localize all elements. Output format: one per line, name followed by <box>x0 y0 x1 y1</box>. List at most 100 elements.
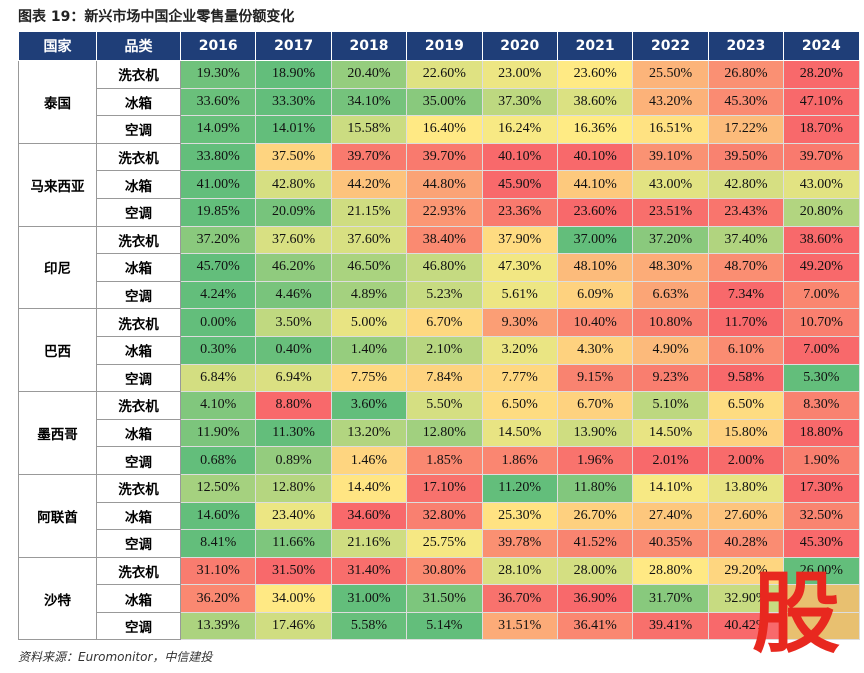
value-cell: 5.00% <box>330 308 408 337</box>
value-cell: 48.70% <box>707 253 785 282</box>
country-cell: 印尼 <box>18 225 97 310</box>
value-cell: 20.09% <box>255 197 332 227</box>
value-cell: 43.00% <box>783 170 860 199</box>
value-cell: 16.40% <box>406 115 483 144</box>
value-cell: 6.94% <box>255 363 332 393</box>
value-cell: 10.80% <box>632 308 709 337</box>
value-cell: 7.00% <box>783 280 860 310</box>
data-row: 阿联酋 洗衣机 12.50% 12.80% 14.40% 17.10% 11.20% 11.8… <box>18 473 860 558</box>
value-cell: 34.00% <box>255 584 332 613</box>
value-cell: 23.43% <box>707 197 785 227</box>
value-cell: 45.30% <box>783 529 860 558</box>
category-cell: 空调 <box>96 363 181 393</box>
value-cell: 45.30% <box>707 87 785 117</box>
category-cell: 冰箱 <box>96 584 181 613</box>
header-cell: 2017 <box>255 31 332 61</box>
value-cell: 46.50% <box>330 253 408 282</box>
value-cell: 1.86% <box>481 446 558 475</box>
value-cell: 26.00% <box>783 556 860 586</box>
value-cell: 3.50% <box>255 308 332 337</box>
value-cell: 12.50% <box>179 473 257 503</box>
data-row: 冰箱 33.60% 33.30% 34.10% 35.00% 37.30% 38.60% 43… <box>19 87 860 117</box>
value-cell: 16.24% <box>481 115 558 144</box>
title: 图表 19：新兴市场中国企业零售量份额变化 <box>18 9 295 25</box>
data-row: 冰箱 41.00% 42.80% 44.20% 44.80% 45.90% 44.10% 43… <box>19 170 860 199</box>
value-cell: 14.50% <box>481 418 558 448</box>
value-cell: 19.30% <box>179 60 257 89</box>
value-cell: 7.34% <box>707 280 785 310</box>
value-cell: 13.20% <box>330 418 408 448</box>
header-cell: 2019 <box>406 31 483 61</box>
value-cell: 29.20% <box>707 556 785 586</box>
value-cell: 23.36% <box>481 197 558 227</box>
value-cell: 39.50% <box>707 142 785 172</box>
value-cell: 16.51% <box>632 115 709 144</box>
value-cell: 38.60% <box>556 87 634 117</box>
value-cell: 31.00% <box>330 584 408 613</box>
value-cell: 39.70% <box>330 142 408 172</box>
value-cell: 2.10% <box>406 335 483 365</box>
value-cell: 37.30% <box>481 87 558 117</box>
header-cell: 品类 <box>96 31 181 61</box>
value-cell: 22.60% <box>406 60 483 89</box>
value-cell: 7.84% <box>406 363 483 393</box>
header-cell: 2021 <box>556 31 634 61</box>
value-cell: 17.30% <box>783 473 860 503</box>
value-cell: 28.00% <box>556 556 634 586</box>
value-cell: 37.00% <box>556 225 634 255</box>
value-cell: 28.10% <box>481 556 558 586</box>
value-cell: 21.16% <box>330 529 408 558</box>
value-cell: 43.00% <box>632 170 709 199</box>
data-row: 冰箱 14.60% 23.40% 34.60% 32.80% 25.30% 26.70% 27… <box>19 501 860 531</box>
value-cell: 47.10% <box>783 87 860 117</box>
value-cell: 41.52% <box>556 529 634 558</box>
value-cell: 0.40% <box>255 335 332 365</box>
value-cell: 6.50% <box>707 391 785 420</box>
value-cell: 32.50% <box>783 501 860 531</box>
country-cell: 墨西哥 <box>18 391 97 475</box>
value-cell: 4.24% <box>179 280 257 310</box>
country-cell: 沙特 <box>18 556 97 641</box>
value-cell: 14.10% <box>632 473 709 503</box>
value-cell: 25.50% <box>632 60 709 89</box>
header-cell: 2023 <box>707 31 785 61</box>
value-cell: 31.50% <box>255 556 332 586</box>
category-cell: 洗衣机 <box>96 391 181 420</box>
value-cell: 13.80% <box>707 473 785 503</box>
data-row: 冰箱 0.30% 0.40% 1.40% 2.10% 3.20% 4.30% 4.90% 6.1… <box>19 335 860 365</box>
value-cell: 14.50% <box>632 418 709 448</box>
value-cell: 30.80% <box>406 556 483 586</box>
value-cell: 42.80% <box>255 170 332 199</box>
value-cell: 23.60% <box>556 197 634 227</box>
value-cell: 40.10% <box>556 142 634 172</box>
value-cell: 4.10% <box>179 391 257 420</box>
data-row: 空调 19.85% 20.09% 21.15% 22.93% 23.36% 23.60% 23… <box>19 197 860 227</box>
header-row: 国家 品类 2016 2017 2018 2019 2020 2021 2022 2023 2024 <box>18 31 860 61</box>
data-row: 冰箱 11.90% 11.30% 13.20% 12.80% 14.50% 13.90% 14… <box>19 418 860 448</box>
value-cell: 11.90% <box>179 418 257 448</box>
value-cell: 11.70% <box>707 308 785 337</box>
country-cell: 马来西亚 <box>18 142 97 227</box>
value-cell: 13.39% <box>179 611 257 641</box>
value-cell: 41.00% <box>179 170 257 199</box>
value-cell: 23.00% <box>481 60 558 89</box>
header-cell: 国家 <box>18 31 97 61</box>
value-cell: 5.14% <box>406 611 483 641</box>
value-cell: 36.41% <box>556 611 634 641</box>
value-cell: 2.01% <box>632 446 709 475</box>
value-cell: 20.80% <box>783 197 860 227</box>
value-cell: 3.60% <box>330 391 408 420</box>
data-row: 泰国 洗衣机 19.30% 18.90% 20.40% 22.60% 23.00% 23.60… <box>18 60 860 144</box>
value-cell: 14.40% <box>330 473 408 503</box>
value-cell: 48.10% <box>556 253 634 282</box>
value-cell: 11.80% <box>556 473 634 503</box>
value-cell: 28.20% <box>783 60 860 89</box>
category-cell: 洗衣机 <box>96 308 181 337</box>
value-cell: 0.30% <box>179 335 257 365</box>
value-cell: 12.80% <box>406 418 483 448</box>
value-cell: 7.00% <box>783 335 860 365</box>
value-cell: 23.60% <box>556 60 634 89</box>
value-cell: 35.00% <box>406 87 483 117</box>
value-cell: 5.58% <box>330 611 408 641</box>
